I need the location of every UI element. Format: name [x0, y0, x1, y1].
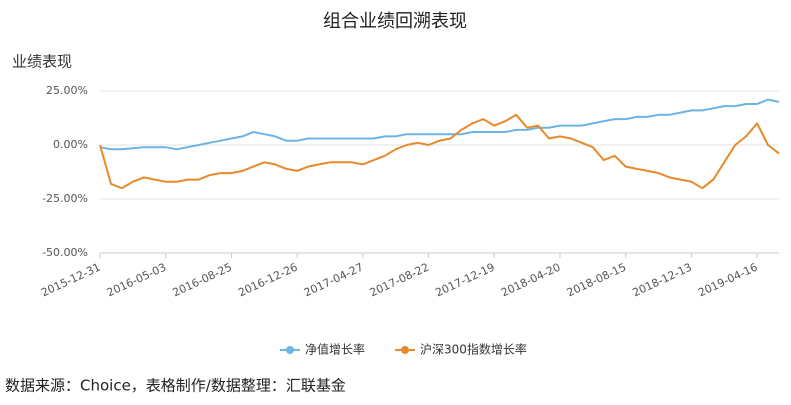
legend-marker	[401, 346, 410, 354]
x-tick-label: 2018-08-15	[565, 261, 628, 300]
x-tick-label: 2018-04-20	[499, 261, 562, 300]
legend-item: 沪深300指数增长率	[395, 342, 527, 357]
legend-item: 净值增长率	[280, 342, 365, 357]
legend-label: 沪深300指数增长率	[420, 342, 527, 357]
x-tick-label: 2017-12-19	[433, 261, 496, 300]
series-line	[99, 113, 780, 190]
y-tick-label: 0.00%	[53, 138, 88, 151]
x-tick-label: 2019-04-16	[696, 261, 759, 300]
y-tick-label: -50.00%	[42, 246, 88, 259]
y-axis-label: 业绩表现	[12, 53, 72, 71]
x-tick-label: 2018-12-13	[630, 261, 693, 300]
legend-marker	[286, 346, 294, 354]
source-note: 数据来源：Choice，表格制作/数据整理：汇联基金	[5, 377, 346, 395]
x-tick-label: 2016-08-25	[171, 261, 234, 300]
x-tick-label: 2017-04-27	[302, 261, 365, 300]
x-tick-label: 2017-08-22	[368, 261, 431, 300]
x-tick-label: 2016-12-26	[236, 261, 299, 300]
x-tick-label: 2015-12-31	[39, 261, 102, 300]
y-tick-label: 25.00%	[46, 84, 88, 97]
y-tick-label: -25.00%	[42, 192, 88, 205]
x-tick-label: 2016-05-03	[105, 261, 168, 300]
legend-label: 净值增长率	[305, 342, 365, 357]
chart-title: 组合业绩回溯表现	[323, 11, 467, 32]
series-line	[99, 98, 780, 151]
